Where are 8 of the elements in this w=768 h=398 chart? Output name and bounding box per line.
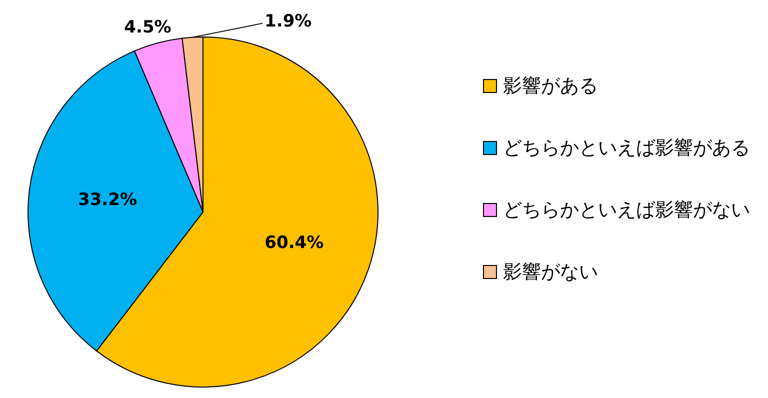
legend-label: どちらかといえば影響がない bbox=[503, 198, 750, 223]
data-label: 4.5% bbox=[124, 17, 172, 38]
legend-label: どちらかといえば影響がある bbox=[503, 136, 750, 161]
data-label: 60.4% bbox=[264, 232, 324, 253]
data-label: 1.9% bbox=[264, 11, 312, 32]
legend-label: 影響がある bbox=[503, 74, 598, 99]
data-label: 33.2% bbox=[78, 190, 137, 210]
legend-label: 影響がない bbox=[503, 260, 598, 285]
